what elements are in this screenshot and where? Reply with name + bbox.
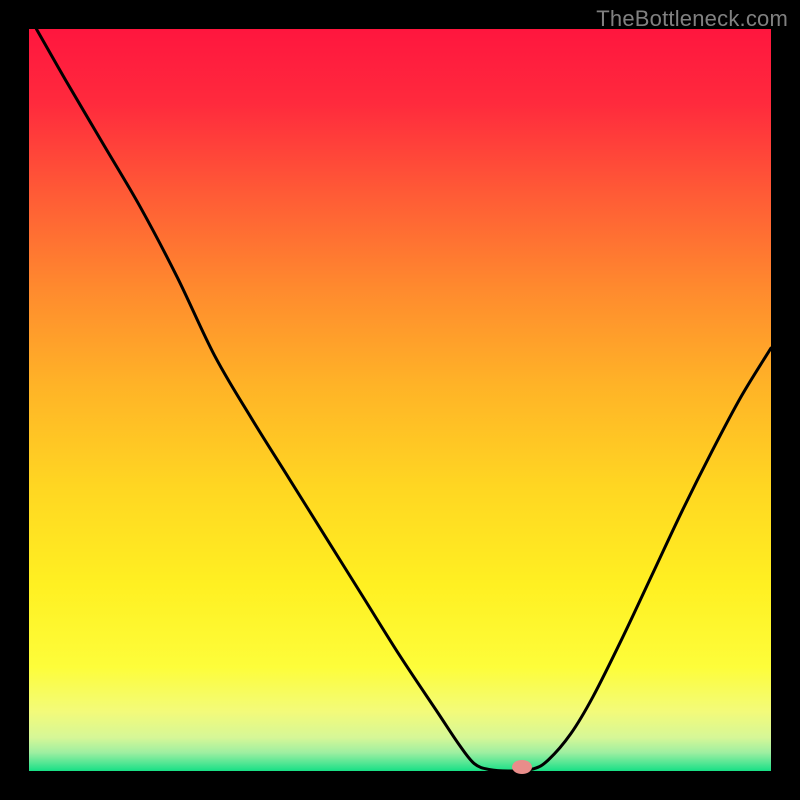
- plot-area: [29, 29, 771, 771]
- chart-container: TheBottleneck.com: [0, 0, 800, 800]
- optimal-point-marker: [512, 760, 532, 774]
- bottleneck-curve: [29, 29, 771, 771]
